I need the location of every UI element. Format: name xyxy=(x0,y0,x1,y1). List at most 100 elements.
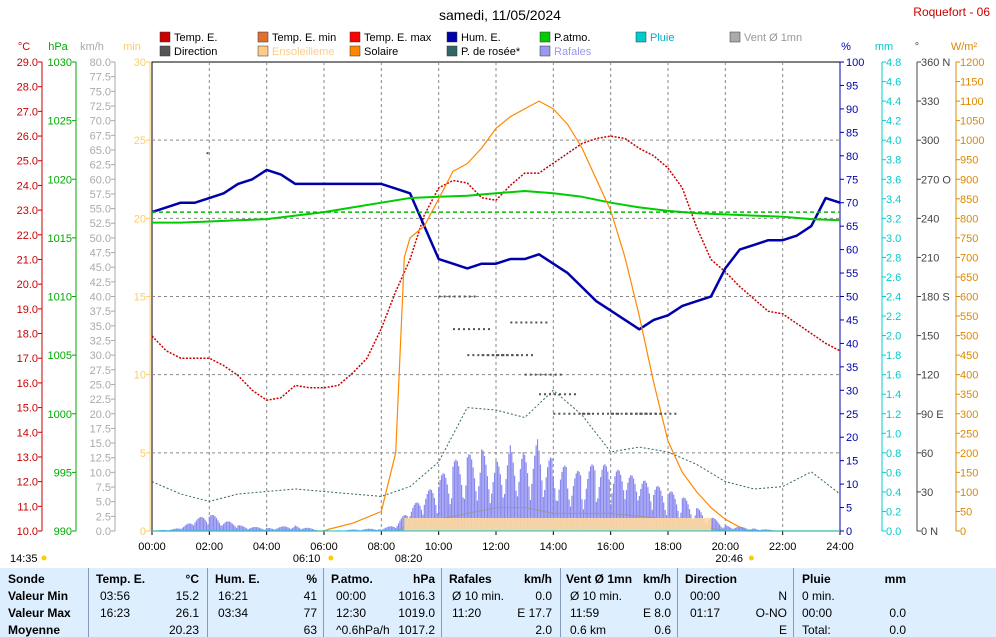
axis-label-solar: 300 xyxy=(960,409,978,421)
series-direction xyxy=(206,152,680,415)
axis-label-solar: 850 xyxy=(960,194,978,206)
axis-label-press: 1005 xyxy=(48,350,72,362)
axis-label-solar: 800 xyxy=(960,213,978,225)
table-cell-time: 00:00 xyxy=(802,606,833,620)
table-header-unit-hum: % xyxy=(306,572,317,586)
axis-label-hum: 20 xyxy=(846,432,858,444)
x-tick-label: 10:00 xyxy=(425,541,453,553)
sunset-icon xyxy=(748,555,754,561)
table-cell-value: 0.0 xyxy=(654,589,671,603)
axis-label-solar: 400 xyxy=(960,370,978,382)
axis-label-rain: 2.8 xyxy=(886,252,901,264)
table-row-label: Moyenne xyxy=(8,623,61,637)
axis-label-rain: 0.8 xyxy=(886,448,901,460)
table-header-rain: Pluie xyxy=(802,572,831,586)
legend: Temp. E. Temp. E. min Temp. E. max Hum. E. P… xyxy=(159,31,802,58)
axis-label-solar: 350 xyxy=(960,389,978,401)
axis-label-press: 1000 xyxy=(48,409,72,421)
axis-label-wind: 40.0 xyxy=(90,292,111,304)
x-tick-label: 00:00 xyxy=(138,541,166,553)
axis-label-wind: 72.5 xyxy=(90,101,111,113)
axis-label-min: 5 xyxy=(140,448,146,460)
table-separator xyxy=(88,568,89,637)
series-p-de-ros-e- xyxy=(151,389,841,502)
x-tick-label: 04:00 xyxy=(253,541,281,553)
axis-label-temp: 24.0 xyxy=(17,180,38,192)
table-header-wind: Vent Ø 1mn xyxy=(566,572,633,586)
axis-label-solar: 1200 xyxy=(960,57,984,69)
axis-label-solar: 700 xyxy=(960,252,978,264)
legend-label: Direction xyxy=(174,46,217,58)
table-cell-time: 00:00 xyxy=(690,589,721,603)
table-separator xyxy=(560,568,561,637)
series-ensoleillement xyxy=(404,518,711,531)
axis-label-min: 30 xyxy=(134,57,146,69)
axis-label-wind: 7.5 xyxy=(96,482,111,494)
x-tick-label: 22:00 xyxy=(769,541,797,553)
table-header-temp: Temp. E. xyxy=(96,572,146,586)
axis-label-solar: 1150 xyxy=(960,77,984,89)
axis-unit-solar: W/m² xyxy=(951,41,978,53)
x-tick-label: 24:00 xyxy=(826,541,854,553)
axis-label-rain: 1.4 xyxy=(886,389,901,401)
legend-swatch xyxy=(539,45,551,57)
legend-swatch xyxy=(446,31,458,43)
table-row-label: Valeur Max xyxy=(8,606,71,620)
axis-label-dir: 0 N xyxy=(921,526,938,538)
axis-label-wind: 5.0 xyxy=(96,497,111,509)
axis-label-wind: 70.0 xyxy=(90,116,111,128)
x-tick-label: 12:00 xyxy=(482,541,510,553)
axis-label-rain: 0.2 xyxy=(886,506,901,518)
axis-label-hum: 25 xyxy=(846,409,858,421)
axis-label-wind: 37.5 xyxy=(90,306,111,318)
legend-label: Solaire xyxy=(364,46,398,58)
legend-label: Temp. E. xyxy=(174,32,217,44)
axis-label-hum: 85 xyxy=(846,127,858,139)
axis-label-min: 0 xyxy=(140,526,146,538)
axis-label-press: 1015 xyxy=(48,233,72,245)
x-tick-label: 14:00 xyxy=(540,541,568,553)
table-cell-value: N xyxy=(778,589,787,603)
axis-label-wind: 35.0 xyxy=(90,321,111,333)
legend-swatch xyxy=(159,45,171,57)
axis-label-dir: 210 xyxy=(921,252,939,264)
axis-label-solar: 950 xyxy=(960,155,978,167)
axis-label-rain: 3.2 xyxy=(886,213,901,225)
axis-label-press: 1010 xyxy=(48,292,72,304)
axis-unit-press: hPa xyxy=(48,41,68,53)
plot-area xyxy=(151,100,841,532)
axis-label-rain: 1.2 xyxy=(886,409,901,421)
axis-label-wind: 50.0 xyxy=(90,233,111,245)
table-cell-time: 0 min. xyxy=(802,589,835,603)
axis-label-wind: 65.0 xyxy=(90,145,111,157)
axis-label-solar: 100 xyxy=(960,487,978,499)
axis-label-dir: 180 S xyxy=(921,292,950,304)
sun-icon xyxy=(41,555,47,561)
axis-label-hum: 50 xyxy=(846,292,858,304)
table-cell-time: 03:34 xyxy=(218,606,249,620)
axis-label-dir: 300 xyxy=(921,135,939,147)
axis-label-press: 995 xyxy=(54,467,72,479)
axis-label-temp: 28.0 xyxy=(17,82,38,94)
axis-label-wind: 30.0 xyxy=(90,350,111,362)
axis-label-wind: 77.5 xyxy=(90,72,111,84)
table-cell-value: E xyxy=(778,623,787,637)
axes: 00:00 02:00 04:00 06:00 08:00 10:00 12:00 14:00… xyxy=(17,41,985,553)
axis-label-dir: 150 xyxy=(921,331,939,343)
table-cell-value: 26.1 xyxy=(175,606,199,620)
table-cell-time: 11:20 xyxy=(452,606,482,620)
axis-label-solar: 0 xyxy=(960,526,966,538)
table-header-unit-rain: mm xyxy=(884,572,906,586)
table-cell-value: 15.2 xyxy=(175,589,199,603)
station-name: Roquefort - 06 xyxy=(913,5,990,19)
legend-label: Vent Ø 1mn xyxy=(744,32,802,44)
axis-label-rain: 4.4 xyxy=(886,96,901,108)
axis-label-hum: 10 xyxy=(846,479,858,491)
axis-label-dir: 360 N xyxy=(921,57,950,69)
table-cell-time: 12:30 xyxy=(336,606,367,620)
axis-label-temp: 29.0 xyxy=(17,57,38,69)
axis-label-hum: 55 xyxy=(846,268,858,280)
legend-swatch xyxy=(349,45,361,57)
axis-label-solar: 900 xyxy=(960,174,978,186)
legend-swatch xyxy=(257,31,269,43)
